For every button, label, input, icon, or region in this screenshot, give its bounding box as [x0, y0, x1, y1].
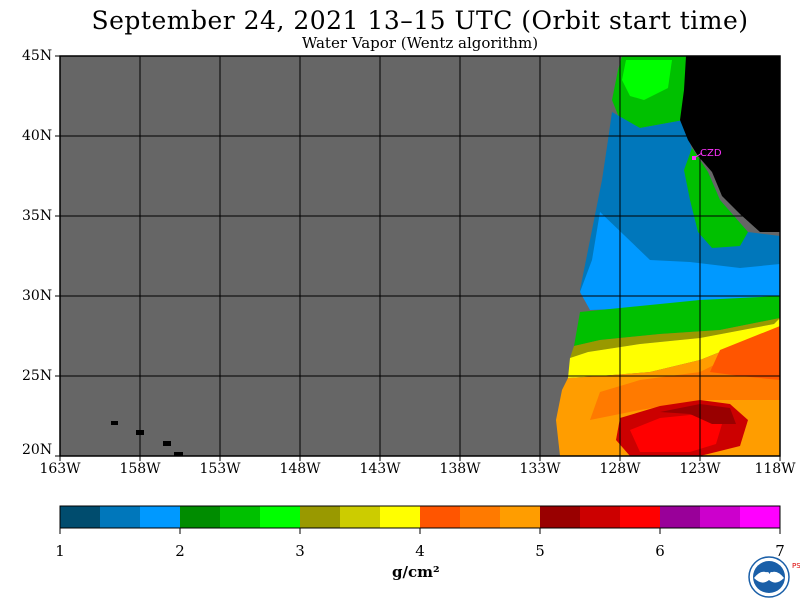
vapor-core-maroon — [660, 404, 736, 424]
vapor-band-redorange — [710, 326, 780, 380]
lat-label-35n: 35N — [22, 208, 53, 224]
colorbar-units: g/cm² — [392, 563, 440, 581]
vapor-band-28n-green — [574, 296, 780, 346]
vapor-band-olive — [570, 318, 780, 358]
station-label: CZD — [700, 148, 722, 159]
cbar-label-5: 5 — [535, 542, 545, 560]
vapor-band-lightblue — [580, 212, 780, 310]
lon-label-148w: 148W — [279, 461, 321, 477]
logo-text: NOAA — [761, 572, 777, 578]
psl-label: PSL — [792, 562, 800, 570]
vapor-core-red — [630, 414, 722, 452]
lon-label-158w: 158W — [119, 461, 161, 477]
lon-label-163w: 163W — [39, 461, 81, 477]
cbar-label-3: 3 — [295, 542, 305, 560]
vapor-band-yellow — [568, 318, 780, 378]
lon-label-118w: 118W — [754, 461, 796, 477]
lat-label-20n: 20N — [22, 442, 53, 458]
chart-subtitle: Water Vapor (Wentz algorithm) — [301, 34, 539, 52]
lon-label-143w: 143W — [359, 461, 401, 477]
lat-label-45n: 45N — [22, 48, 53, 64]
lat-label-30n: 30N — [22, 288, 53, 304]
lat-label-25n: 25N — [22, 368, 53, 384]
axis-ticks — [55, 55, 781, 461]
cbar-label-6: 6 — [655, 542, 665, 560]
vapor-band-north-lightgreen — [622, 60, 672, 100]
lon-label-128w: 128W — [599, 461, 641, 477]
lon-label-138w: 138W — [439, 461, 481, 477]
island-hawaii — [174, 452, 183, 456]
noaa-logo[interactable]: NOAA — [748, 556, 790, 598]
cbar-label-4: 4 — [415, 542, 425, 560]
lon-label-133w: 133W — [519, 461, 561, 477]
station-point — [692, 156, 696, 160]
cbar-label-1: 1 — [55, 542, 65, 560]
lon-label-123w: 123W — [679, 461, 721, 477]
island-kauai — [111, 421, 118, 425]
cbar-label-7: 7 — [775, 542, 785, 560]
island-maui — [163, 441, 171, 446]
cbar-label-2: 2 — [175, 542, 185, 560]
station-marker-czd: CZD — [692, 148, 722, 160]
map-frame — [59, 55, 781, 457]
map-gridlines — [60, 56, 780, 456]
north-america-land — [680, 56, 780, 232]
lon-label-153w: 153W — [199, 461, 241, 477]
logo-bird-icon — [754, 571, 784, 583]
lat-label-40n: 40N — [22, 128, 53, 144]
chart-title: September 24, 2021 13–15 UTC (Orbit star… — [91, 6, 749, 35]
